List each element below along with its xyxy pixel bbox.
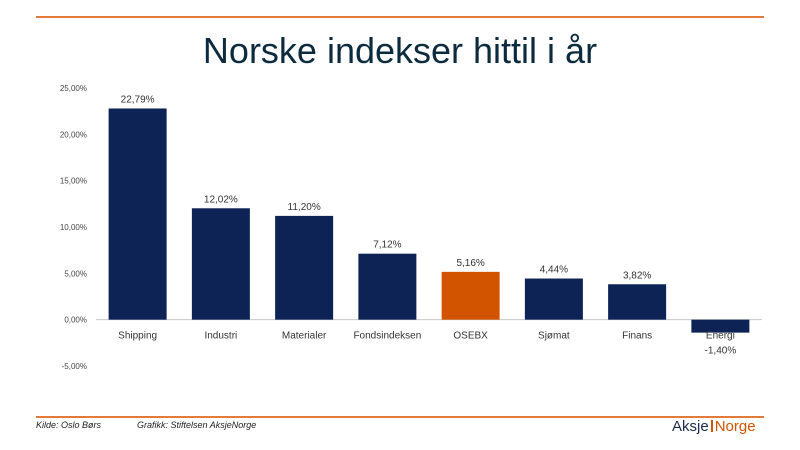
category-label: Finans: [622, 331, 652, 342]
bar-materialer: [275, 215, 334, 320]
data-label: 11,20%: [288, 202, 321, 213]
bar-sjømat: [524, 278, 583, 320]
page-title: Norske indekser hittil i år: [202, 30, 598, 71]
bar-fondsindeksen: [358, 253, 417, 320]
bar-energi: [691, 319, 750, 333]
y-tick-label: 15,00%: [60, 177, 87, 186]
data-label: 5,16%: [456, 258, 484, 269]
y-tick-label: 10,00%: [60, 223, 87, 232]
category-label: Shipping: [118, 331, 157, 342]
logo-divider-mark: [710, 420, 713, 432]
category-label: Industri: [204, 331, 237, 342]
category-label: Sjømat: [538, 331, 570, 342]
data-label: 22,79%: [121, 94, 155, 105]
top-divider: [36, 16, 764, 18]
data-label: 3,82%: [623, 270, 651, 281]
graphics-credit: Grafikk: Stiftelsen AksjeNorge: [137, 420, 257, 430]
data-label: 7,12%: [373, 240, 401, 251]
category-label: Materialer: [282, 331, 327, 342]
aksjenorge-logo: Aksje Norge: [672, 418, 756, 435]
y-tick-label: -5,00%: [62, 362, 87, 371]
y-tick-label: 0,00%: [64, 316, 87, 325]
bar-osebx: [441, 271, 500, 320]
category-label: Fondsindeksen: [353, 331, 421, 342]
data-label: -1,40%: [705, 346, 737, 357]
bar-shipping: [108, 108, 167, 320]
data-label: 12,02%: [204, 194, 238, 205]
logo-text-norge: Norge: [714, 418, 756, 435]
y-tick-label: 5,00%: [64, 269, 87, 278]
data-label: 4,44%: [540, 265, 568, 276]
bar-chart: -5,00% 0,00% 5,00% 10,00% 15,00% 20,00% 25,00%…: [60, 84, 762, 371]
y-tick-label: 25,00%: [60, 84, 87, 93]
y-tick-label: 20,00%: [60, 130, 87, 139]
category-label: OSEBX: [453, 331, 488, 342]
bar-industri: [191, 208, 250, 320]
bar-finans: [608, 284, 667, 320]
category-label: Energi: [706, 331, 735, 342]
logo-text-aksje: Aksje: [672, 418, 709, 435]
source-note: Kilde: Oslo Børs: [36, 420, 102, 430]
bottom-divider: [36, 416, 764, 418]
